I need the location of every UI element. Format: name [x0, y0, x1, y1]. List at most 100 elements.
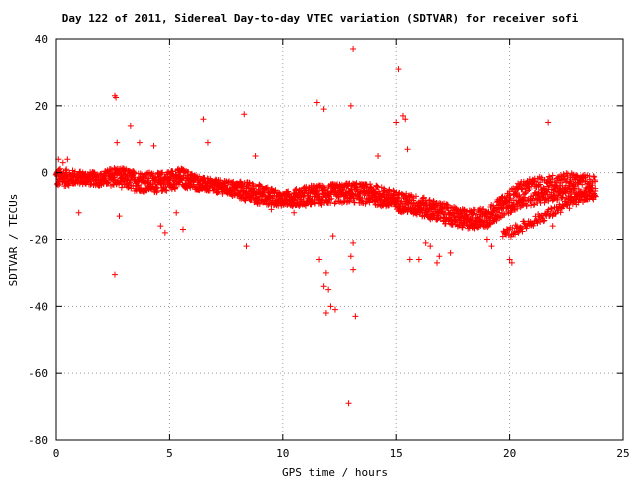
outlier-point [545, 119, 552, 126]
band-point [579, 181, 586, 188]
band-point [512, 222, 519, 229]
outlier-point [64, 156, 71, 163]
outlier-point [350, 239, 357, 246]
band-point [420, 194, 427, 201]
outlier-point [241, 111, 248, 118]
band-point [135, 182, 142, 189]
outlier-point [350, 46, 357, 53]
band-point [235, 183, 242, 190]
band-point [296, 203, 303, 210]
outlier-point [114, 139, 121, 146]
band-point [118, 184, 125, 191]
band-point [173, 171, 180, 178]
band-point [541, 217, 548, 224]
outlier-point [325, 286, 332, 293]
outlier-point [204, 139, 211, 146]
band-point [589, 182, 596, 189]
outlier-point [173, 209, 180, 216]
band-point [557, 209, 564, 216]
band-point [171, 184, 178, 191]
band-point [526, 186, 533, 193]
band-point [576, 195, 583, 202]
outlier-point [352, 313, 359, 320]
band-point [395, 195, 402, 202]
band-point [127, 179, 134, 186]
band-point [77, 168, 84, 175]
band-point [572, 198, 579, 205]
outlier-point [316, 256, 323, 263]
outlier-point [375, 152, 382, 159]
band-point [412, 193, 419, 200]
outlier-point [161, 229, 168, 236]
band-point [477, 222, 484, 229]
band-point [545, 198, 552, 205]
band-point [437, 215, 444, 222]
band-point [486, 220, 493, 227]
outlier-point [447, 249, 454, 256]
band-point [537, 219, 544, 226]
y-tick-label: -40 [28, 300, 48, 313]
outlier-point [402, 116, 409, 123]
band-point [570, 181, 577, 188]
chart-title: Day 122 of 2011, Sidereal Day-to-day VTE… [62, 12, 579, 25]
outlier-point [325, 199, 332, 206]
band-point [530, 201, 537, 208]
outlier-point [436, 253, 443, 260]
band-point [422, 200, 429, 207]
band-point [353, 180, 360, 187]
band-point [487, 221, 494, 228]
band-point [153, 189, 160, 196]
band-point [343, 199, 350, 206]
band-point [528, 202, 535, 209]
outlier-point [75, 209, 82, 216]
band-point [150, 170, 157, 177]
band-point [499, 233, 506, 240]
band-point [105, 179, 112, 186]
band-point [554, 196, 561, 203]
band-point [514, 223, 521, 230]
outlier-point [116, 213, 123, 220]
band-point [554, 174, 561, 181]
band-point [519, 228, 526, 235]
x-tick-label: 10 [276, 447, 289, 460]
band-point [512, 231, 519, 238]
outlier-point [406, 256, 413, 263]
outlier-point [400, 112, 407, 119]
band-point [592, 178, 599, 185]
outlier-point [320, 106, 327, 113]
outlier-point [347, 253, 354, 260]
band-point [252, 195, 259, 202]
outlier-point [415, 256, 422, 263]
outlier-point [136, 139, 143, 146]
outlier-point [243, 243, 250, 250]
band-point [371, 189, 378, 196]
band-point [518, 224, 525, 231]
outlier-point [320, 283, 327, 290]
band-point [328, 195, 335, 202]
outlier-point [506, 256, 513, 263]
outlier-point [393, 119, 400, 126]
outlier-point [347, 102, 354, 109]
outlier-point [150, 142, 157, 149]
outlier-point [395, 66, 402, 73]
outlier-point [127, 122, 134, 129]
outlier-point [488, 243, 495, 250]
band-point [306, 195, 313, 202]
band-point [584, 196, 591, 203]
band-point [450, 209, 457, 216]
outlier-point [404, 146, 411, 153]
y-tick-label: -60 [28, 367, 48, 380]
x-axis-label: GPS time / hours [282, 466, 388, 479]
outlier-point [252, 152, 259, 159]
axis-ticks: 0 5 10 15 20 25 -80 -60 -40 -20 0 20 40 [28, 33, 630, 460]
band-point [327, 191, 334, 198]
outlier-point [111, 271, 118, 278]
outlier-point [508, 259, 515, 266]
outlier-point [200, 116, 207, 123]
band-point [519, 186, 526, 193]
band-point [256, 201, 263, 208]
x-tick-label: 20 [503, 447, 516, 460]
band-point [541, 199, 548, 206]
band-point [249, 180, 256, 187]
